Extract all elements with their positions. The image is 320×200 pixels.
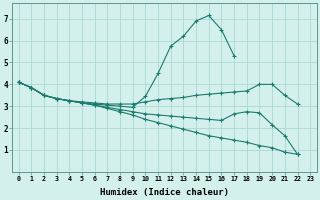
X-axis label: Humidex (Indice chaleur): Humidex (Indice chaleur): [100, 188, 229, 197]
